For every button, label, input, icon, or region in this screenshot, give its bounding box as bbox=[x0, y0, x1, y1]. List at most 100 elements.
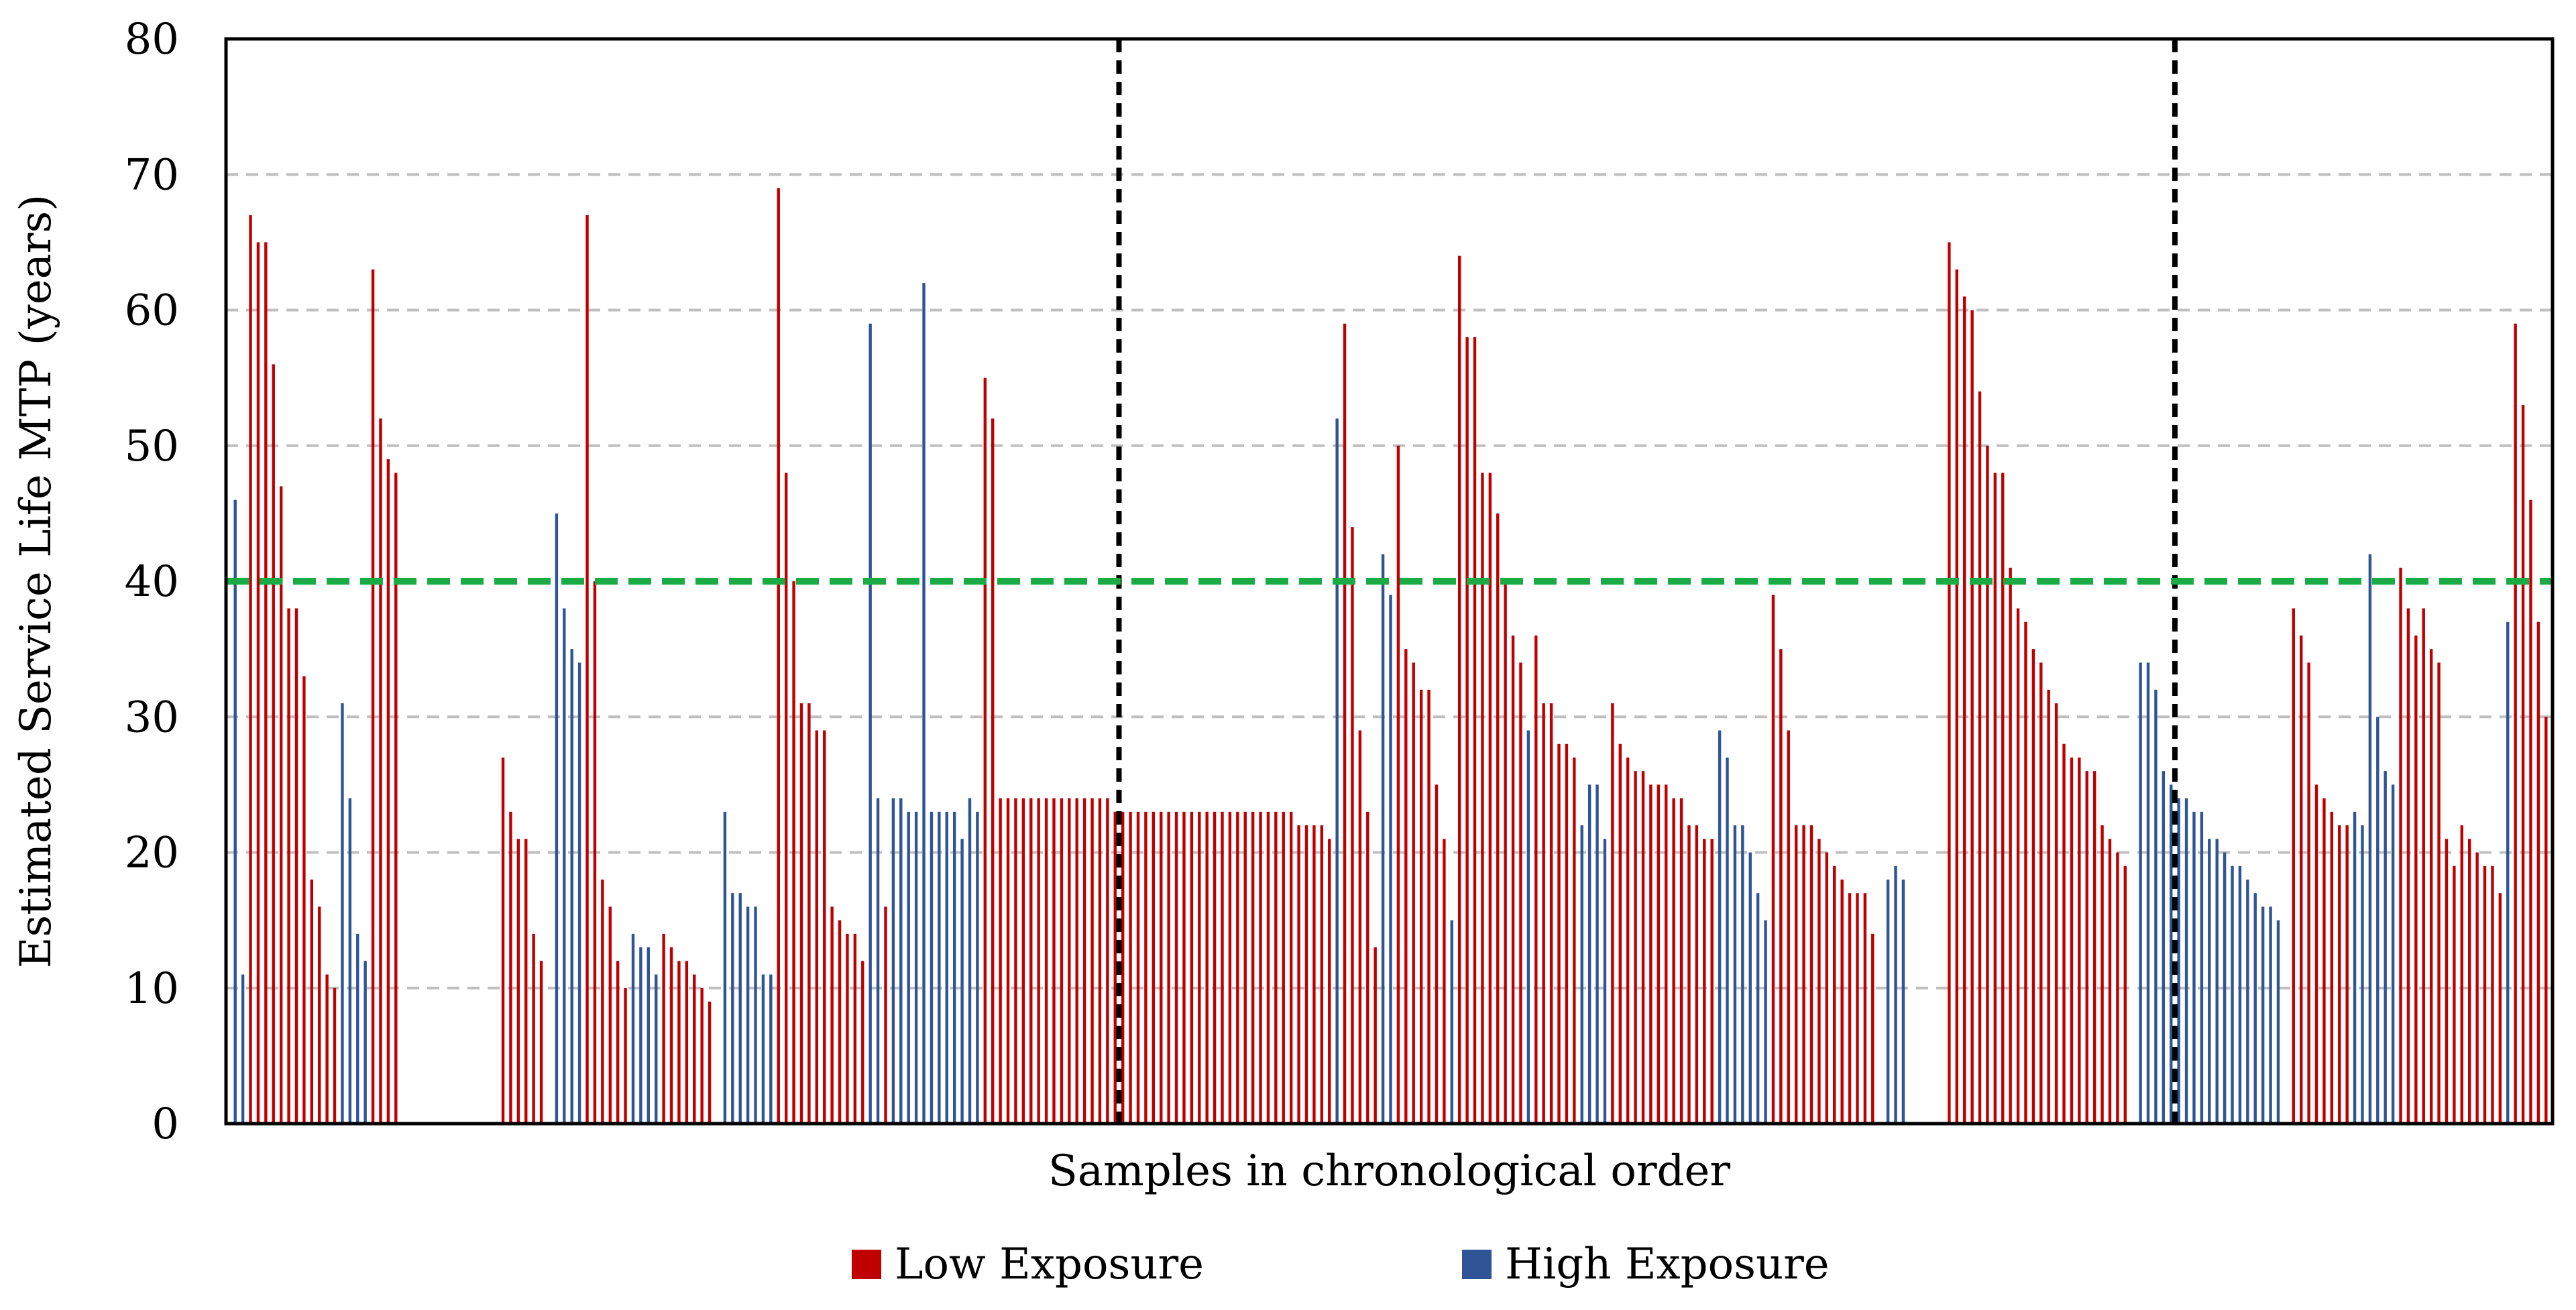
bar-high-54 bbox=[639, 947, 642, 1124]
bar-low-137 bbox=[1274, 811, 1278, 1124]
bar-low-188 bbox=[1665, 784, 1668, 1124]
bar-high-254 bbox=[2170, 784, 2173, 1124]
bar-high-46 bbox=[577, 662, 581, 1124]
bar-high-217 bbox=[1886, 879, 1890, 1124]
bar-low-272 bbox=[2307, 662, 2310, 1124]
bar-low-191 bbox=[1687, 825, 1691, 1124]
bar-low-57 bbox=[662, 933, 665, 1124]
bar-low-159 bbox=[1443, 839, 1446, 1124]
bar-low-202 bbox=[1771, 595, 1775, 1124]
bar-low-79 bbox=[830, 906, 834, 1124]
bar-low-239 bbox=[2054, 703, 2058, 1124]
bar-low-143 bbox=[1320, 825, 1324, 1124]
bar-low-139 bbox=[1289, 811, 1293, 1124]
bar-low-12 bbox=[318, 906, 321, 1124]
bar-low-289 bbox=[2437, 662, 2441, 1124]
legend-label-high-exposure: High Exposure bbox=[1505, 1240, 1830, 1289]
bar-low-147 bbox=[1351, 527, 1354, 1124]
bar-low-166 bbox=[1496, 513, 1500, 1124]
bar-low-167 bbox=[1504, 581, 1507, 1124]
bar-high-280 bbox=[2368, 554, 2372, 1124]
bar-low-136 bbox=[1266, 811, 1270, 1124]
bar-low-120 bbox=[1144, 811, 1147, 1124]
bar-low-63 bbox=[708, 1001, 712, 1124]
bar-high-98 bbox=[976, 811, 979, 1124]
bar-low-101 bbox=[999, 798, 1002, 1124]
bar-low-163 bbox=[1473, 337, 1477, 1124]
bar-low-299 bbox=[2514, 323, 2517, 1124]
bar-low-148 bbox=[1358, 730, 1362, 1124]
bar-low-235 bbox=[2024, 621, 2027, 1124]
bar-high-87 bbox=[891, 798, 895, 1124]
bar-low-209 bbox=[1825, 852, 1829, 1124]
bar-low-244 bbox=[2092, 771, 2096, 1124]
bar-low-103 bbox=[1014, 798, 1017, 1124]
bar-high-268 bbox=[2276, 920, 2280, 1124]
bar-high-66 bbox=[731, 893, 734, 1124]
bar-high-201 bbox=[1764, 920, 1767, 1124]
bar-low-114 bbox=[1098, 798, 1102, 1124]
bar-low-291 bbox=[2453, 866, 2456, 1124]
bar-low-123 bbox=[1167, 811, 1170, 1124]
bar-high-278 bbox=[2353, 811, 2357, 1124]
bar-low-284 bbox=[2399, 567, 2402, 1124]
bar-low-240 bbox=[2062, 743, 2066, 1124]
bar-high-263 bbox=[2238, 866, 2242, 1124]
bar-low-125 bbox=[1182, 811, 1186, 1124]
bar-low-290 bbox=[2445, 839, 2449, 1124]
bar-low-215 bbox=[1871, 933, 1874, 1124]
bar-high-45 bbox=[570, 649, 573, 1124]
bar-low-81 bbox=[846, 933, 849, 1124]
bar-low-207 bbox=[1809, 825, 1813, 1124]
y-axis-ticks: 0 10 20 30 40 50 60 70 80 bbox=[125, 15, 179, 1149]
bar-high-266 bbox=[2261, 906, 2265, 1124]
bar-low-294 bbox=[2475, 852, 2479, 1124]
bar-high-68 bbox=[746, 906, 750, 1124]
bar-high-258 bbox=[2200, 811, 2204, 1124]
bar-low-47 bbox=[585, 215, 589, 1124]
bar-low-40 bbox=[532, 933, 535, 1124]
bar-low-118 bbox=[1129, 811, 1132, 1124]
bar-high-71 bbox=[769, 974, 773, 1124]
bar-low-99 bbox=[983, 377, 987, 1124]
legend-swatch-low-exposure bbox=[852, 1250, 881, 1279]
bar-low-7 bbox=[279, 486, 283, 1124]
bar-low-296 bbox=[2491, 866, 2494, 1124]
bar-low-104 bbox=[1021, 798, 1025, 1124]
bar-high-180 bbox=[1603, 839, 1607, 1124]
bar-low-105 bbox=[1029, 798, 1033, 1124]
bar-low-190 bbox=[1679, 798, 1683, 1124]
bar-low-74 bbox=[792, 581, 795, 1124]
bar-high-85 bbox=[876, 798, 880, 1124]
bar-low-113 bbox=[1090, 798, 1094, 1124]
bar-high-1 bbox=[233, 499, 237, 1124]
bar-low-293 bbox=[2468, 839, 2471, 1124]
bar-low-192 bbox=[1695, 825, 1699, 1124]
bar-high-67 bbox=[738, 893, 742, 1124]
y-tick-label: 20 bbox=[125, 829, 179, 878]
bar-high-198 bbox=[1741, 825, 1744, 1124]
bar-low-172 bbox=[1542, 703, 1545, 1124]
bar-low-21 bbox=[386, 459, 390, 1124]
bar-low-164 bbox=[1481, 473, 1484, 1124]
bar-low-38 bbox=[516, 839, 520, 1124]
bar-low-127 bbox=[1198, 811, 1201, 1124]
bar-low-10 bbox=[302, 676, 306, 1124]
bar-low-248 bbox=[2123, 866, 2127, 1124]
bar-low-225 bbox=[1948, 242, 1951, 1124]
bar-low-83 bbox=[861, 961, 864, 1124]
bar-high-152 bbox=[1389, 595, 1392, 1124]
bar-low-184 bbox=[1634, 771, 1637, 1124]
bar-high-160 bbox=[1450, 920, 1453, 1124]
bar-high-179 bbox=[1595, 784, 1599, 1124]
bar-low-193 bbox=[1703, 839, 1706, 1124]
bar-high-90 bbox=[914, 811, 918, 1124]
bar-low-135 bbox=[1259, 811, 1262, 1124]
bar-low-300 bbox=[2521, 405, 2525, 1124]
bar-low-206 bbox=[1802, 825, 1805, 1124]
bar-low-50 bbox=[608, 906, 612, 1124]
bar-high-97 bbox=[968, 798, 972, 1124]
bar-low-302 bbox=[2536, 621, 2540, 1124]
bar-low-285 bbox=[2406, 608, 2410, 1124]
